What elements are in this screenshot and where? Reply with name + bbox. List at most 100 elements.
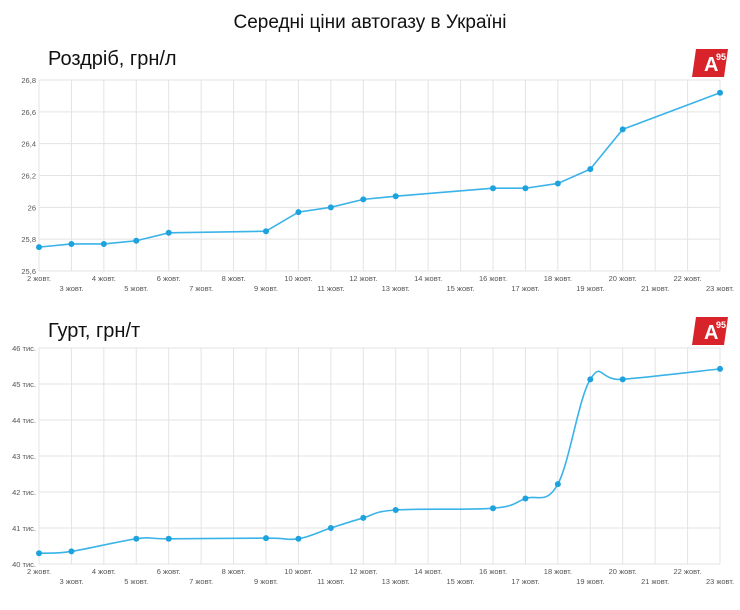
data-point [717, 89, 723, 96]
x-tick-label: 21 жовт. [641, 577, 669, 586]
data-point [392, 507, 399, 513]
y-tick-label: 40 тис. [12, 560, 36, 569]
data-point [522, 185, 529, 192]
series-line [38, 368, 721, 554]
x-tick-label: 5 жовт. [124, 284, 148, 293]
chart-title-wholesale: Гурт, грн/т [48, 320, 141, 342]
x-tick-label: 18 жовт. [544, 567, 572, 576]
y-tick-label: 45 тис. [12, 380, 36, 389]
x-tick-label: 23 жовт. [706, 577, 734, 586]
x-tick-label: 9 жовт. [254, 284, 278, 293]
data-point [327, 525, 334, 531]
data-point [295, 209, 302, 216]
x-tick-label: 12 жовт. [349, 274, 377, 283]
x-tick-label: 16 жовт. [479, 567, 507, 576]
x-tick-label: 11 жовт. [317, 577, 345, 586]
x-tick-label: 3 жовт. [59, 284, 83, 293]
x-tick-label: 6 жовт. [157, 567, 181, 576]
x-tick-label: 22 жовт. [674, 567, 702, 576]
y-tick-label: 26,8 [21, 76, 36, 85]
data-point [587, 376, 594, 383]
chart-title-retail: Роздріб, грн/л [48, 48, 177, 70]
x-tick-label: 12 жовт. [349, 567, 377, 576]
x-tick-label: 21 жовт. [641, 284, 669, 293]
x-tick-label: 7 жовт. [189, 284, 213, 293]
page-title: Середні ціни автогазу в Україні [233, 12, 507, 33]
y-tick-label: 46 тис. [12, 344, 36, 353]
x-tick-label: 17 жовт. [511, 577, 539, 586]
data-point [133, 237, 140, 244]
x-tick-label: 5 жовт. [124, 577, 148, 586]
x-tick-label: 4 жовт. [92, 274, 116, 283]
x-tick-label: 17 жовт. [511, 284, 539, 293]
logo-superscript: 95 [716, 320, 726, 330]
x-tick-label: 16 жовт. [479, 274, 507, 283]
data-point [360, 196, 367, 203]
data-point [554, 180, 561, 187]
data-point [587, 166, 594, 173]
x-tick-label: 10 жовт. [284, 274, 312, 283]
data-point [68, 240, 75, 247]
retail-price-chart: 25,6 25,8 26 26,2 26,4 26,6 26,8 2 жовт. 3 жовт.… [21, 76, 734, 293]
x-tick-label: 3 жовт. [59, 577, 83, 586]
data-point [619, 376, 626, 383]
x-tick-label: 4 жовт. [92, 567, 116, 576]
data-point [327, 204, 334, 211]
x-tick-label: 14 жовт. [414, 274, 442, 283]
x-tick-label: 9 жовт. [254, 577, 278, 586]
y-tick-label: 42 тис. [12, 488, 36, 497]
x-tick-label: 15 жовт. [447, 577, 475, 586]
x-tick-label: 13 жовт. [382, 577, 410, 586]
x-tick-label: 18 жовт. [544, 274, 572, 283]
x-tick-label: 22 жовт. [674, 274, 702, 283]
x-tick-label: 11 жовт. [317, 284, 345, 293]
x-tick-label: 2 жовт. [27, 274, 51, 283]
logo-superscript: 95 [716, 52, 726, 62]
x-tick-label: 8 жовт. [222, 567, 246, 576]
data-point [68, 548, 75, 555]
series-line [38, 91, 721, 248]
x-tick-label: 19 жовт. [576, 577, 604, 586]
data-point [36, 550, 42, 557]
y-tick-label: 26,6 [21, 108, 36, 117]
data-point [295, 535, 302, 542]
y-tick-label: 25,6 [21, 267, 36, 276]
y-tick-label: 26 [28, 203, 36, 212]
data-point [133, 535, 140, 542]
logo-letter: A [704, 54, 718, 76]
y-tick-label: 26,4 [21, 140, 36, 149]
a95-logo-icon: A 95 [692, 49, 728, 77]
data-point [717, 365, 723, 372]
data-point [100, 240, 107, 247]
data-point [165, 229, 172, 236]
x-tick-label: 20 жовт. [609, 567, 637, 576]
data-point [490, 505, 496, 512]
logo-letter: A [704, 322, 718, 344]
y-tick-label: 25,8 [21, 235, 36, 244]
x-tick-label: 13 жовт. [382, 284, 410, 293]
data-point [165, 535, 172, 542]
data-point [263, 535, 269, 542]
data-point [36, 244, 42, 251]
y-tick-label: 41 тис. [12, 524, 36, 533]
x-tick-label: 10 жовт. [284, 567, 312, 576]
data-point [360, 514, 367, 521]
wholesale-price-chart: 40 тис. 41 тис. 42 тис. 43 тис. 44 тис. 45 ти… [12, 344, 734, 586]
data-point [619, 126, 626, 133]
x-tick-label: 6 жовт. [157, 274, 181, 283]
y-tick-label: 26,2 [21, 172, 36, 181]
x-tick-label: 20 жовт. [609, 274, 637, 283]
data-point [522, 495, 529, 502]
x-tick-label: 15 жовт. [447, 284, 475, 293]
a95-logo-icon: A 95 [692, 317, 728, 345]
data-point [392, 193, 399, 200]
y-tick-label: 43 тис. [12, 452, 36, 461]
data-point [554, 481, 561, 488]
x-tick-label: 14 жовт. [414, 567, 442, 576]
x-tick-label: 23 жовт. [706, 284, 734, 293]
x-tick-label: 2 жовт. [27, 567, 51, 576]
x-tick-label: 8 жовт. [222, 274, 246, 283]
data-point [263, 228, 269, 235]
data-point [490, 185, 496, 192]
y-tick-label: 44 тис. [12, 416, 36, 425]
